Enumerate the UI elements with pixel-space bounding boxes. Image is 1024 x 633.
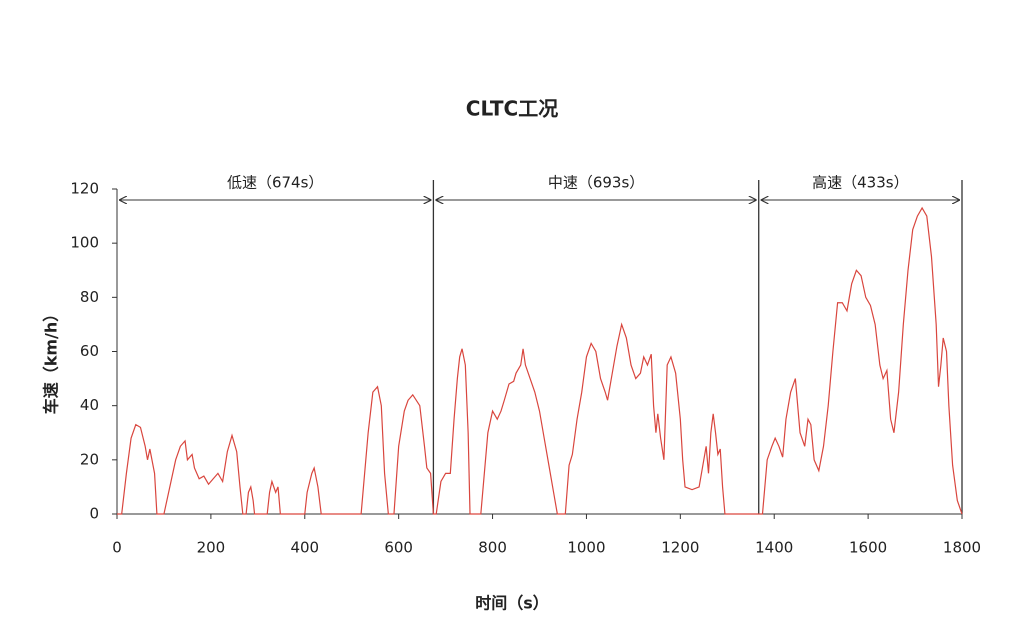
y-tick-label: 120 [70,180,99,198]
y-axis-label: 车速（km/h） [42,306,61,415]
segment-label: 低速（674s） [227,174,323,192]
x-axis-label: 时间（s） [475,594,549,613]
x-tick-label: 0 [112,539,122,557]
x-tick-label: 600 [384,539,413,557]
segment-label: 高速（433s） [812,174,908,192]
speed-line [117,206,963,515]
y-tick-label: 20 [80,450,99,468]
x-tick-label: 1200 [661,539,699,557]
y-tick-label: 80 [80,288,99,306]
x-tick-label: 1400 [755,539,793,557]
y-tick-label: 60 [80,342,99,360]
chart-title: CLTC工况 [466,97,558,121]
y-tick-label: 0 [89,505,99,523]
x-tick-label: 400 [290,539,319,557]
x-tick-label: 1600 [849,539,887,557]
x-tick-label: 800 [478,539,507,557]
x-tick-label: 1800 [943,539,981,557]
y-tick-label: 100 [70,234,99,252]
segment-label: 中速（693s） [548,174,644,192]
y-tick-label: 40 [80,396,99,414]
x-tick-label: 1000 [567,539,605,557]
x-tick-label: 200 [197,539,226,557]
